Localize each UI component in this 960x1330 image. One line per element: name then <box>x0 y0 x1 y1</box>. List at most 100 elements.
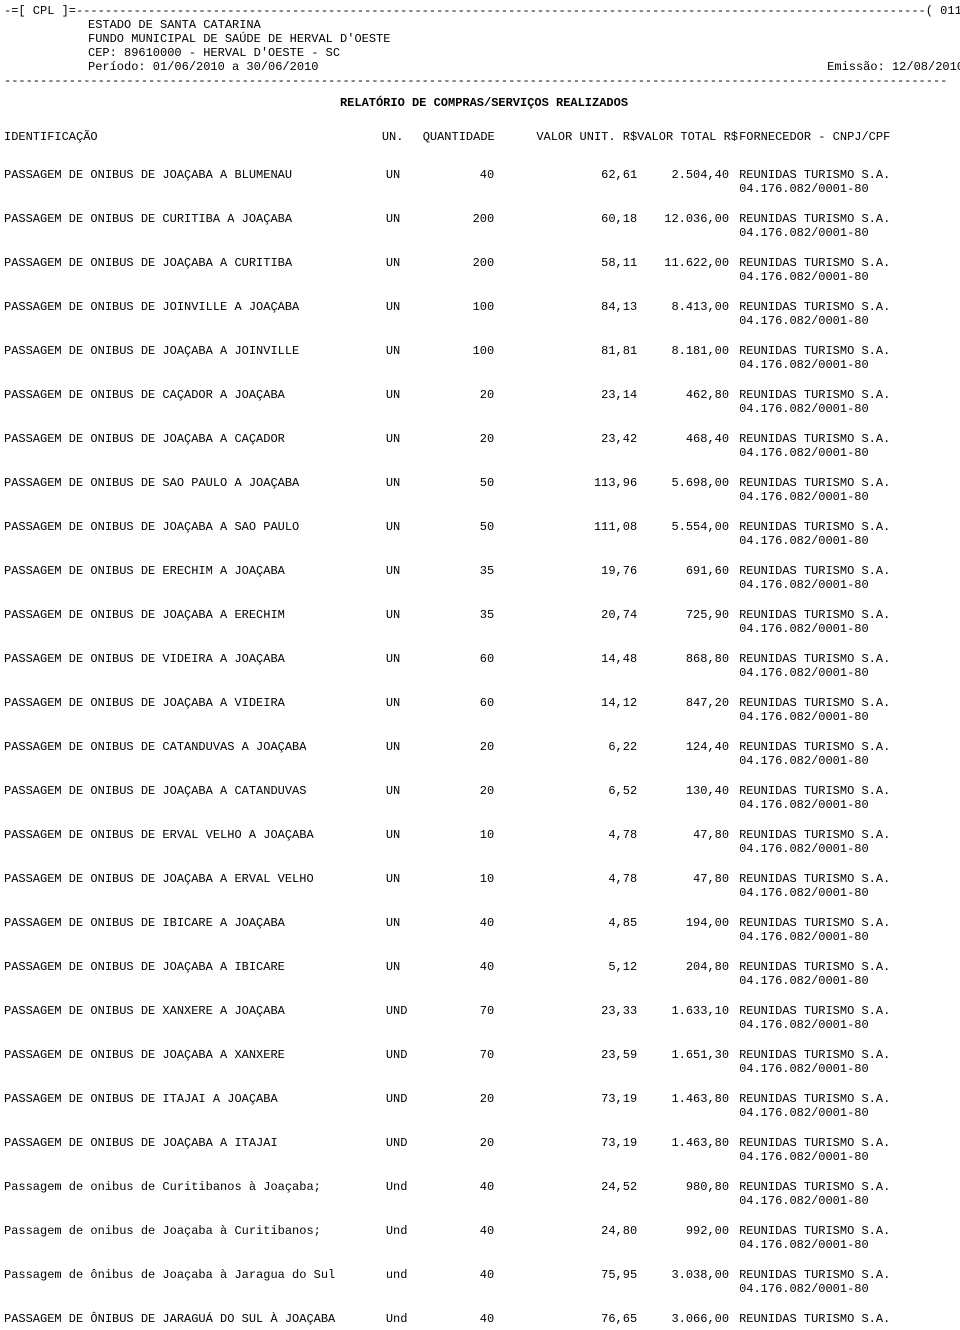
cell-fornecedor-nome: REUNIDAS TURISMO S.A. <box>729 960 960 974</box>
cell-un: UND <box>382 1048 423 1062</box>
cell-un: UN <box>382 520 423 534</box>
cell-valor-total: 204,80 <box>637 960 729 974</box>
cell-fornecedor-nome: REUNIDAS TURISMO S.A. <box>729 476 960 490</box>
cell-un: UND <box>382 1004 423 1018</box>
cell-quantidade: 20 <box>423 1092 494 1106</box>
cell-valor-total: 691,60 <box>637 564 729 578</box>
cell-fornecedor-cnpj: 04.176.082/0001-80 <box>729 886 960 916</box>
cell-un: UN <box>382 784 423 798</box>
cell-valor-total: 725,90 <box>637 608 729 622</box>
table-row-cnpj: 04.176.082/0001-80 <box>4 1018 960 1048</box>
cell-fornecedor-cnpj: 04.176.082/0001-80 <box>729 1282 960 1312</box>
cell-valor-unit: 73,19 <box>494 1136 637 1150</box>
cell-valor-unit: 4,85 <box>494 916 637 930</box>
table-row-cnpj: 04.176.082/0001-80 <box>4 842 960 872</box>
cell-identificacao: PASSAGEM DE ONIBUS DE JOINVILLE A JOAÇAB… <box>4 300 382 314</box>
table-row: PASSAGEM DE ONIBUS DE CURITIBA A JOAÇABA… <box>4 212 960 226</box>
table-row: Passagem de ônibus de Joaçaba à Jaragua … <box>4 1268 960 1282</box>
col-un: UN. <box>382 130 423 168</box>
table-row: PASSAGEM DE ONIBUS DE JOAÇABA A XANXEREU… <box>4 1048 960 1062</box>
cell-fornecedor-nome: REUNIDAS TURISMO S.A. <box>729 300 960 314</box>
cell-fornecedor-nome: REUNIDAS TURISMO S.A. <box>729 256 960 270</box>
cell-valor-total: 868,80 <box>637 652 729 666</box>
cell-valor-total: 1.463,80 <box>637 1092 729 1106</box>
cell-identificacao: PASSAGEM DE ONIBUS DE JOAÇABA A IBICARE <box>4 960 382 974</box>
cell-valor-total: 3.038,00 <box>637 1268 729 1282</box>
cell-quantidade: 100 <box>423 300 494 314</box>
cell-un: UN <box>382 300 423 314</box>
cell-un: UN <box>382 652 423 666</box>
col-valor-unit: VALOR UNIT. R$ <box>494 130 637 168</box>
table-row: PASSAGEM DE ONIBUS DE JOAÇABA A CATANDUV… <box>4 784 960 798</box>
cell-quantidade: 20 <box>423 388 494 402</box>
cell-un: UN <box>382 608 423 622</box>
cell-un: UN <box>382 476 423 490</box>
cell-valor-total: 124,40 <box>637 740 729 754</box>
cell-fornecedor-cnpj: 04.176.082/0001-80 <box>729 534 960 564</box>
table-row-cnpj: 04.176.082/0001-80 <box>4 314 960 344</box>
cell-valor-total: 11.622,00 <box>637 256 729 270</box>
cell-quantidade: 10 <box>423 828 494 842</box>
cell-quantidade: 35 <box>423 608 494 622</box>
cell-valor-unit: 20,74 <box>494 608 637 622</box>
cell-fornecedor-nome: REUNIDAS TURISMO S.A. <box>729 652 960 666</box>
cell-un: UN <box>382 212 423 226</box>
cell-identificacao: Passagem de onibus de Curitibanos à Joaç… <box>4 1180 382 1194</box>
cell-fornecedor-cnpj: 04.176.082/0001-80 <box>729 710 960 740</box>
table-row: PASSAGEM DE ONIBUS DE ERVAL VELHO A JOAÇ… <box>4 828 960 842</box>
cell-fornecedor-cnpj: 04.176.082/0001-80 <box>729 974 960 1004</box>
cell-valor-total: 47,80 <box>637 828 729 842</box>
cell-quantidade: 60 <box>423 696 494 710</box>
cell-fornecedor-cnpj: 04.176.082/0001-80 <box>729 226 960 256</box>
cell-fornecedor-cnpj: 04.176.082/0001-80 <box>729 666 960 696</box>
table-row: PASSAGEM DE ONIBUS DE JOAÇABA A IBICAREU… <box>4 960 960 974</box>
cell-identificacao: Passagem de ônibus de Joaçaba à Jaragua … <box>4 1268 382 1282</box>
separator-line: ----------------------------------------… <box>4 74 960 88</box>
table-row: PASSAGEM DE ONIBUS DE JOAÇABA A JOINVILL… <box>4 344 960 358</box>
cell-fornecedor-nome: REUNIDAS TURISMO S.A. <box>729 520 960 534</box>
cell-valor-unit: 5,12 <box>494 960 637 974</box>
cell-fornecedor-nome: REUNIDAS TURISMO S.A. <box>729 696 960 710</box>
col-identificacao: IDENTIFICAÇÃO <box>4 130 382 168</box>
cell-valor-total: 3.066,00 <box>637 1312 729 1326</box>
cell-valor-unit: 113,96 <box>494 476 637 490</box>
table-row: PASSAGEM DE ONIBUS DE JOAÇABA A CAÇADORU… <box>4 432 960 446</box>
cell-quantidade: 70 <box>423 1004 494 1018</box>
table-row-cnpj: 04.176.082/0001-80 <box>4 886 960 916</box>
cell-fornecedor-cnpj: 04.176.082/0001-80 <box>729 930 960 960</box>
cell-valor-unit: 23,42 <box>494 432 637 446</box>
cell-valor-unit: 23,14 <box>494 388 637 402</box>
col-fornecedor: FORNECEDOR - CNPJ/CPF <box>729 130 960 168</box>
cell-identificacao: PASSAGEM DE ONIBUS DE ERECHIM A JOAÇABA <box>4 564 382 578</box>
cell-identificacao: PASSAGEM DE ONIBUS DE ITAJAI A JOAÇABA <box>4 1092 382 1106</box>
report-table: IDENTIFICAÇÃO UN. QUANTIDADE VALOR UNIT.… <box>4 130 960 1326</box>
cell-identificacao: PASSAGEM DE ONIBUS DE CATANDUVAS A JOAÇA… <box>4 740 382 754</box>
table-row: PASSAGEM DE ONIBUS DE JOAÇABA A BLUMENAU… <box>4 168 960 182</box>
cell-fornecedor-nome: REUNIDAS TURISMO S.A. <box>729 828 960 842</box>
cell-fornecedor-cnpj: 04.176.082/0001-80 <box>729 622 960 652</box>
cell-fornecedor-nome: REUNIDAS TURISMO S.A. <box>729 168 960 182</box>
table-row: PASSAGEM DE ONIBUS DE JOAÇABA A VIDEIRAU… <box>4 696 960 710</box>
cell-fornecedor-nome: REUNIDAS TURISMO S.A. <box>729 916 960 930</box>
cell-fornecedor-cnpj: 04.176.082/0001-80 <box>729 1238 960 1268</box>
header-fundo: FUNDO MUNICIPAL DE SAÚDE DE HERVAL D'OES… <box>4 32 960 46</box>
cell-quantidade: 20 <box>423 1136 494 1150</box>
cell-valor-total: 462,80 <box>637 388 729 402</box>
cell-fornecedor-cnpj: 04.176.082/0001-80 <box>729 402 960 432</box>
cell-valor-total: 1.633,10 <box>637 1004 729 1018</box>
cell-fornecedor-cnpj: 04.176.082/0001-80 <box>729 578 960 608</box>
cell-un: UN <box>382 344 423 358</box>
cell-identificacao: PASSAGEM DE ONIBUS DE IBICARE A JOAÇABA <box>4 916 382 930</box>
cell-un: UN <box>382 696 423 710</box>
cell-fornecedor-nome: REUNIDAS TURISMO S.A. <box>729 432 960 446</box>
cell-identificacao: PASSAGEM DE ONIBUS DE JOAÇABA A XANXERE <box>4 1048 382 1062</box>
cell-identificacao: PASSAGEM DE ONIBUS DE ERVAL VELHO A JOAÇ… <box>4 828 382 842</box>
cell-identificacao: PASSAGEM DE ÔNIBUS DE JARAGUÁ DO SUL À J… <box>4 1312 382 1326</box>
cell-un: UN <box>382 256 423 270</box>
cell-quantidade: 70 <box>423 1048 494 1062</box>
cell-quantidade: 40 <box>423 168 494 182</box>
table-row-cnpj: 04.176.082/0001-80 <box>4 1238 960 1268</box>
table-row-cnpj: 04.176.082/0001-80 <box>4 974 960 1004</box>
cell-valor-unit: 75,95 <box>494 1268 637 1282</box>
cell-valor-unit: 19,76 <box>494 564 637 578</box>
